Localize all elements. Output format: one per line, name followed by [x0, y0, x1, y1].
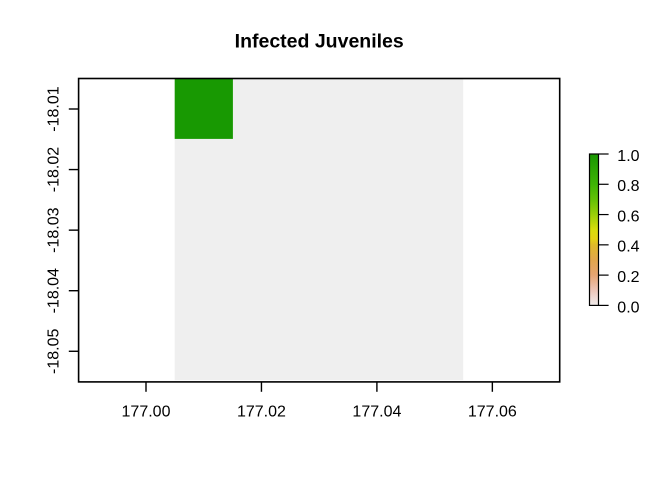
- svg-text:0.4: 0.4: [617, 239, 639, 256]
- svg-text:0.2: 0.2: [617, 269, 639, 286]
- svg-text:177.02: 177.02: [237, 404, 286, 421]
- svg-text:1.0: 1.0: [617, 148, 639, 165]
- svg-text:177.00: 177.00: [122, 404, 171, 421]
- svg-text:177.06: 177.06: [468, 404, 517, 421]
- svg-text:0.6: 0.6: [617, 209, 639, 226]
- svg-text:0.0: 0.0: [617, 299, 639, 316]
- svg-text:Infected Juveniles: Infected Juveniles: [235, 30, 404, 52]
- svg-text:177.04: 177.04: [352, 404, 401, 421]
- svg-text:-18.04: -18.04: [46, 268, 63, 313]
- svg-text:0.8: 0.8: [617, 178, 639, 195]
- svg-text:-18.03: -18.03: [46, 207, 63, 252]
- svg-text:-18.05: -18.05: [46, 328, 63, 373]
- svg-text:-18.01: -18.01: [46, 86, 63, 131]
- svg-text:-18.02: -18.02: [46, 147, 63, 192]
